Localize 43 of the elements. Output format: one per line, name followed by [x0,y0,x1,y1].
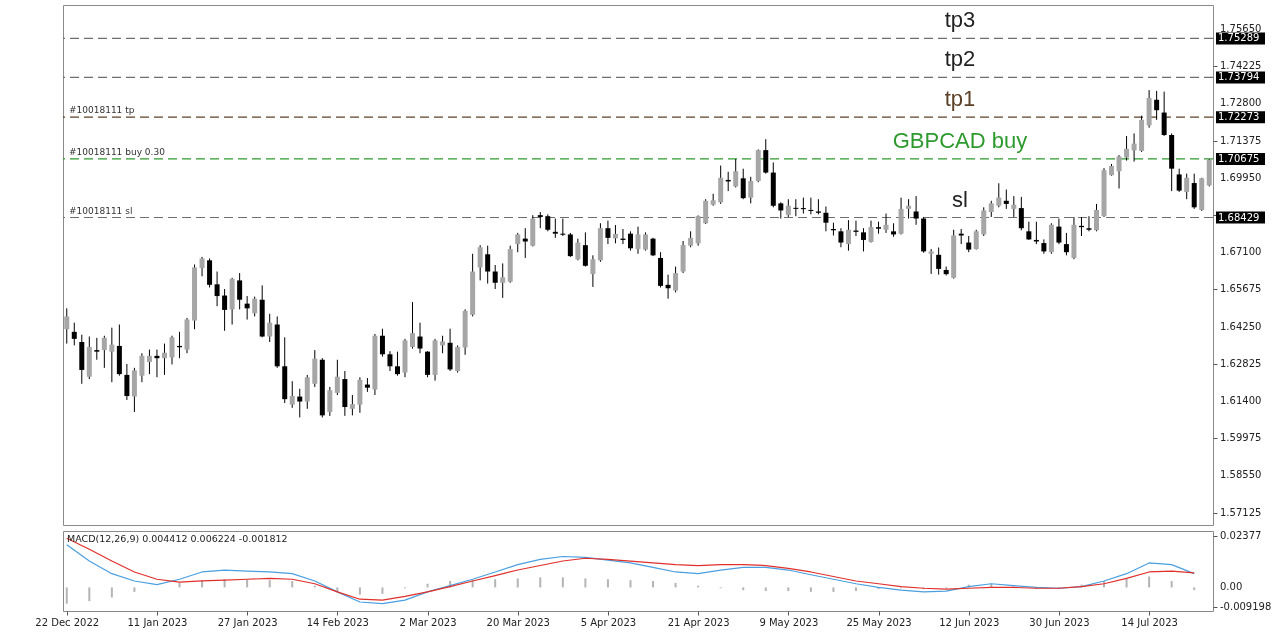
y-tick-label: 1.67100 [1220,246,1262,258]
annotation: tp1 [944,86,976,112]
y-tick-label: 1.68429 [1218,211,1260,223]
x-tick-label: 9 May 2023 [759,616,819,628]
x-tick-label: 14 Feb 2023 [306,616,369,628]
x-tick-label: 2 Mar 2023 [399,616,457,628]
y-tick-label: 1.61400 [1220,395,1262,406]
x-tick-label: 12 Jun 2023 [939,616,1000,628]
y-tick-label: 1.71375 [1220,134,1262,146]
x-tick-label: 25 May 2023 [846,616,912,628]
x-tick-label: 30 Jun 2023 [1029,616,1090,628]
x-tick-label: 5 Apr 2023 [580,616,637,628]
y-tick-label: 1.69950 [1220,171,1262,183]
x-tick-label: 20 Mar 2023 [486,616,550,628]
y-tick-label: 0.02377 [1220,530,1262,542]
annotation: sl [952,186,968,212]
x-tick-label: 11 Jan 2023 [127,616,188,628]
y-tick-label: 1.59975 [1220,432,1262,444]
y-tick-label: 0.00 [1220,581,1243,593]
annotation: tp3 [944,7,976,33]
y-tick-label: 1.64250 [1220,320,1262,332]
annotation: tp2 [944,46,976,72]
x-tick-label: 27 Jan 2023 [217,616,278,628]
x-tick-label: 21 Apr 2023 [667,616,730,628]
ref-line-label: #10018111 buy 0.30 [69,146,166,157]
y-tick-label: 1.75650 [1220,23,1262,35]
y-tick-label: 1.72273 [1218,111,1260,123]
y-tick-label: 1.65675 [1220,283,1262,295]
y-tick-label: 1.72800 [1220,97,1262,109]
y-tick-label: 1.75289 [1218,32,1260,44]
chart-title: MACD(12,26,9) 0.004412 0.006224 -0.001812 [67,533,288,544]
y-tick-label: -0.009198 [1220,601,1272,613]
y-tick-label: 1.57125 [1220,506,1262,518]
annotation: GBPCAD buy [892,127,1028,153]
ref-line-label: #10018111 tp [69,105,135,116]
y-tick-label: 1.74225 [1220,60,1262,72]
ref-line-label: #10018111 sl [69,205,133,216]
x-tick-label: 14 Jul 2023 [1121,616,1178,628]
y-tick-label: 1.62825 [1220,357,1262,369]
x-tick-label: 22 Dec 2022 [35,616,100,628]
y-tick-label: 1.73794 [1218,71,1260,83]
y-tick-label: 1.58550 [1220,469,1262,481]
y-tick-label: 1.70675 [1218,152,1260,164]
